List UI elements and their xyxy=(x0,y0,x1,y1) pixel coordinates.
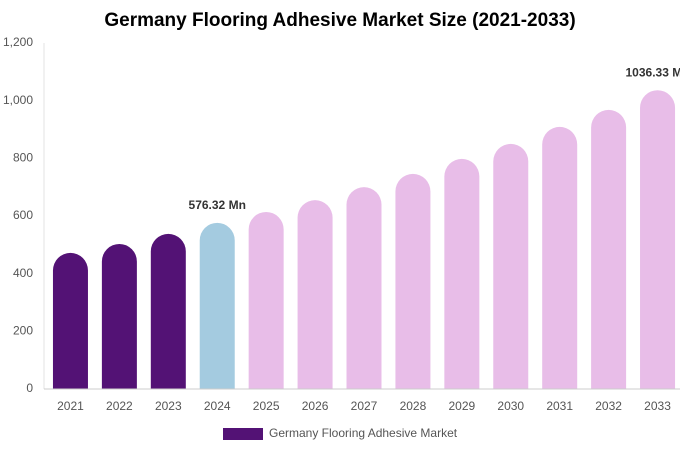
x-tick-label: 2029 xyxy=(448,399,475,413)
bar xyxy=(542,126,578,390)
x-tick-label: 2024 xyxy=(204,399,231,413)
y-tick-label: 0 xyxy=(26,381,33,395)
bar xyxy=(444,158,480,389)
chart-title: Germany Flooring Adhesive Market Size (2… xyxy=(104,10,575,31)
legend-label: Germany Flooring Adhesive Market xyxy=(269,426,458,440)
bar xyxy=(591,109,627,389)
y-tick-label: 600 xyxy=(13,208,33,222)
y-tick-label: 800 xyxy=(13,151,33,165)
x-tick-label: 2031 xyxy=(546,399,573,413)
y-tick-label: 1,000 xyxy=(3,93,33,107)
bar xyxy=(640,90,676,389)
value-label: 576.32 Mn xyxy=(189,198,246,212)
bar xyxy=(248,211,284,389)
x-tick-label: 2030 xyxy=(497,399,524,413)
x-tick-label: 2033 xyxy=(644,399,671,413)
x-tick-label: 2027 xyxy=(351,399,378,413)
y-tick-label: 1,200 xyxy=(3,35,33,49)
bar xyxy=(150,233,186,389)
x-tick-label: 2025 xyxy=(253,399,280,413)
value-label: 1036.33 Mn xyxy=(626,65,680,79)
y-tick-label: 200 xyxy=(13,324,33,338)
bar xyxy=(101,243,137,389)
y-tick-label: 400 xyxy=(13,266,33,280)
x-tick-label: 2032 xyxy=(595,399,622,413)
bar xyxy=(395,173,431,389)
x-tick-label: 2022 xyxy=(106,399,133,413)
bar xyxy=(493,143,529,389)
x-tick-label: 2028 xyxy=(400,399,427,413)
x-tick-label: 2023 xyxy=(155,399,182,413)
bar xyxy=(346,187,382,389)
x-tick-label: 2026 xyxy=(302,399,329,413)
legend-swatch xyxy=(223,428,263,440)
bar xyxy=(297,200,333,389)
bar xyxy=(52,252,88,389)
x-tick-label: 2021 xyxy=(57,399,84,413)
bar xyxy=(199,222,235,389)
